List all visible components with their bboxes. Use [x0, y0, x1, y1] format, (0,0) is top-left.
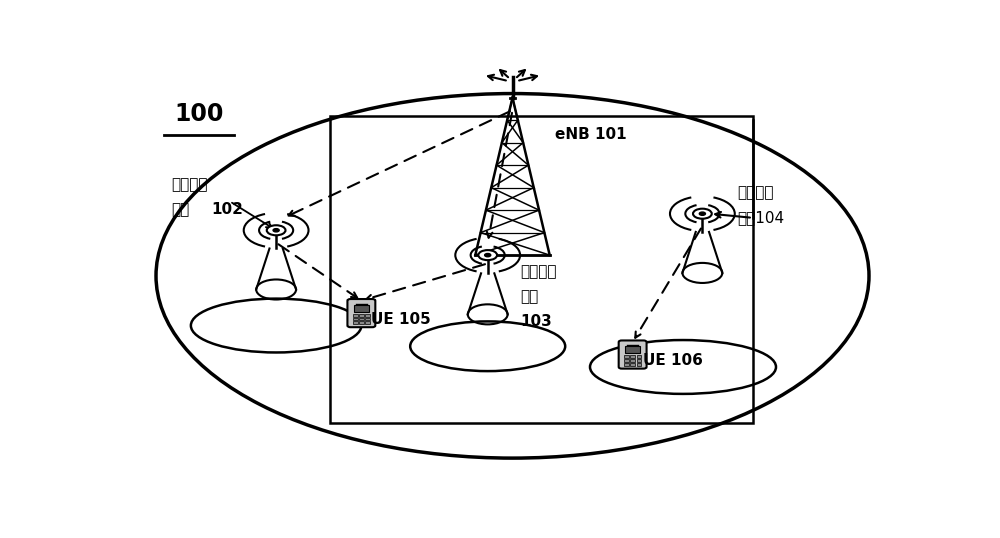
Text: 节点: 节点 — [520, 289, 538, 304]
Circle shape — [485, 253, 491, 257]
Bar — [354, 305, 369, 312]
Text: 节点: 节点 — [172, 202, 190, 217]
Bar — [365, 317, 370, 321]
Text: UE 106: UE 106 — [643, 353, 703, 368]
Bar — [365, 314, 370, 317]
Bar — [359, 314, 364, 317]
Bar — [353, 317, 358, 321]
Text: 无线通信: 无线通信 — [520, 264, 557, 279]
Text: 100: 100 — [174, 102, 223, 126]
Circle shape — [478, 250, 497, 260]
Bar — [365, 321, 370, 324]
Text: 节点104: 节点104 — [737, 210, 784, 225]
Bar — [353, 321, 358, 324]
Bar — [630, 363, 635, 366]
Text: eNB 101: eNB 101 — [555, 128, 627, 143]
Bar — [625, 346, 640, 353]
Bar — [359, 317, 364, 321]
Circle shape — [693, 209, 712, 219]
Bar — [330, 116, 753, 423]
Bar — [624, 359, 629, 362]
Text: 103: 103 — [520, 314, 552, 329]
Text: 102: 102 — [212, 202, 244, 217]
Bar — [637, 355, 641, 358]
Bar — [359, 321, 364, 324]
FancyBboxPatch shape — [619, 341, 647, 369]
Bar — [624, 355, 629, 358]
Circle shape — [699, 212, 705, 215]
Bar — [630, 355, 635, 358]
Text: UE 105: UE 105 — [371, 312, 431, 327]
Text: 无线通信: 无线通信 — [172, 177, 208, 192]
Bar — [630, 359, 635, 362]
FancyBboxPatch shape — [347, 299, 375, 327]
Circle shape — [273, 229, 279, 232]
Text: 无线通信: 无线通信 — [737, 186, 774, 201]
Circle shape — [267, 225, 286, 235]
Bar — [624, 363, 629, 366]
Bar — [353, 314, 358, 317]
Bar — [637, 363, 641, 366]
Bar — [637, 359, 641, 362]
